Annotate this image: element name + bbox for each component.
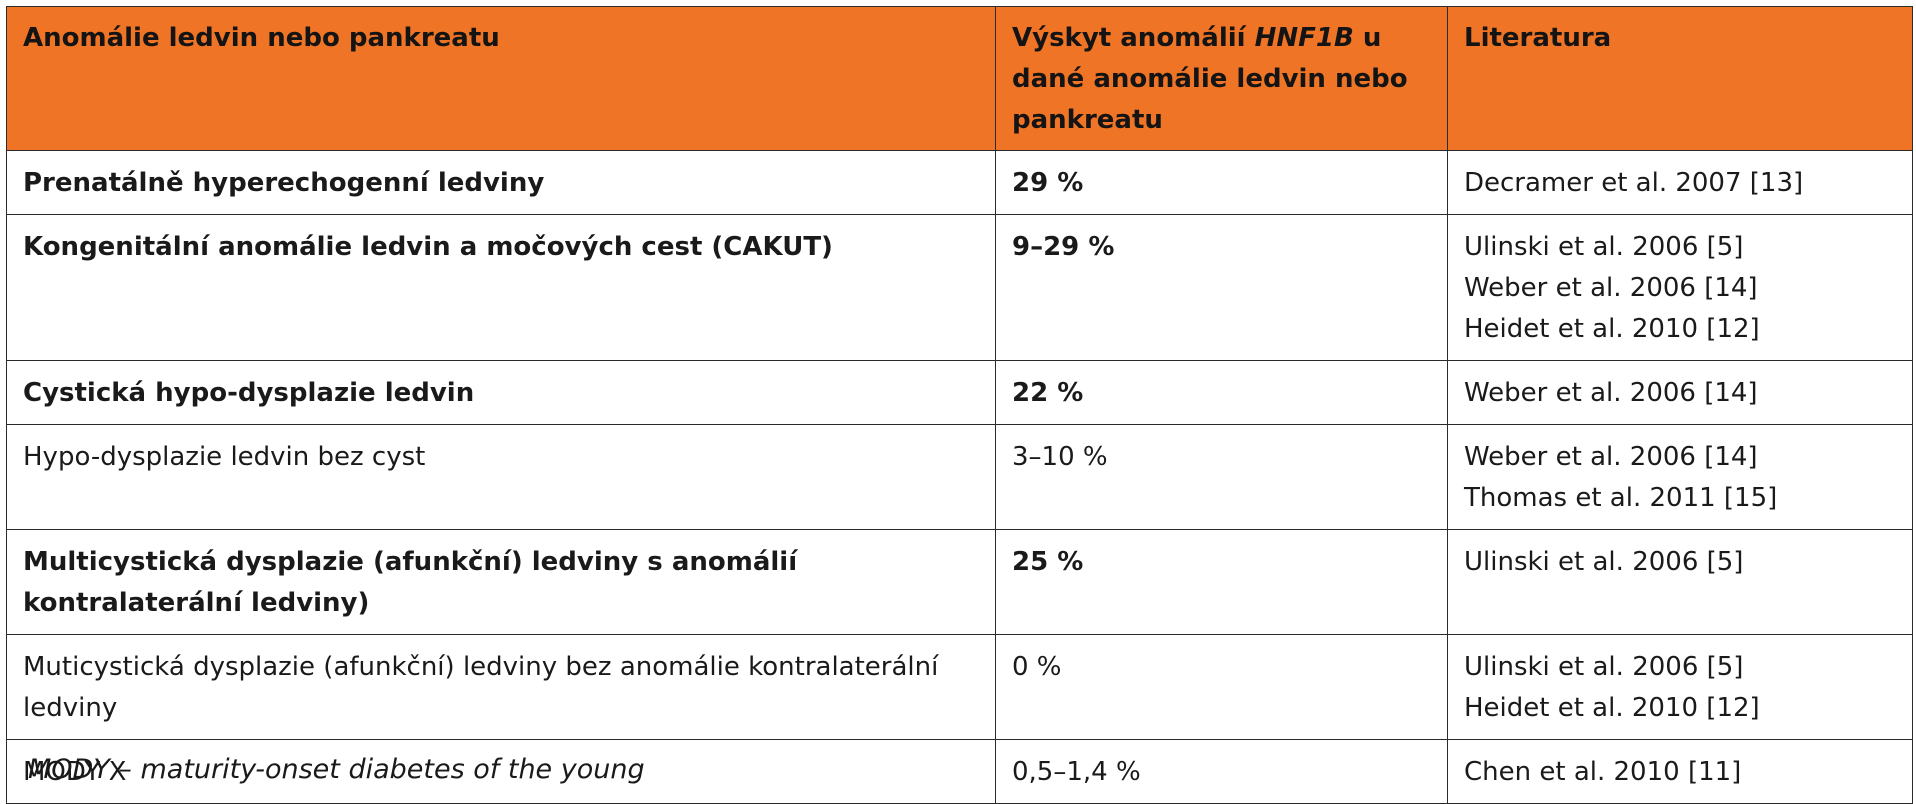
literature-cell: Chen et al. 2010 [11] [1447,739,1913,804]
reference-line: Ulinski et al. 2006 [5] [1464,652,1744,682]
literature-cell: Ulinski et al. 2006 [5] Weber et al. 200… [1447,214,1913,361]
reference-line: Heidet et al. 2010 [12] [1464,693,1760,723]
reference-line: Weber et al. 2006 [14] [1464,378,1758,408]
reference-line: Weber et al. 2006 [14] [1464,442,1758,472]
literature-cell: Weber et al. 2006 [14] [1447,360,1913,425]
reference-line: Decramer et al. 2007 [13] [1464,168,1804,198]
literature-cell: Ulinski et al. 2006 [5] Heidet et al. 20… [1447,634,1913,740]
header-frequency-gene: HNF1B [1254,23,1354,53]
table-row: Hypo-dysplazie ledvin bez cyst 3–10 % We… [6,424,1913,530]
table-footnote: MODY – maturity-onset diabetes of the yo… [28,754,645,785]
anomaly-cell: Hypo-dysplazie ledvin bez cyst [6,424,996,530]
anomaly-cell: Kongenitální anomálie ledvin a močových … [6,214,996,361]
literature-cell: Decramer et al. 2007 [13] [1447,150,1913,215]
literature-cell: Ulinski et al. 2006 [5] [1447,529,1913,635]
anomaly-cell: Multicystická dysplazie (afunkční) ledvi… [6,529,996,635]
frequency-cell: 9–29 % [995,214,1448,361]
table-row: Prenatálně hyperechogenní ledviny 29 % D… [6,150,1913,215]
frequency-cell: 22 % [995,360,1448,425]
table-row: Kongenitální anomálie ledvin a močových … [6,214,1913,361]
frequency-cell: 0 % [995,634,1448,740]
header-frequency-label-post: u dané anomálie ledvin nebo pankreatu [1012,23,1408,135]
anomaly-cell: Prenatálně hyperechogenní ledviny [6,150,996,215]
table-row: MODY X 0,5–1,4 % Chen et al. 2010 [11] [6,739,1913,804]
header-anomaly-label: Anomálie ledvin nebo pankreatu [23,23,500,53]
header-literature-label: Literatura [1464,23,1612,53]
anomaly-cell: Cystická hypo-dysplazie ledvin [6,360,996,425]
anomaly-table: Anomálie ledvin nebo pankreatu Výskyt an… [6,6,1913,804]
table-row: Muticystická dysplazie (afunkční) ledvin… [6,634,1913,740]
anomaly-table-container: Anomálie ledvin nebo pankreatu Výskyt an… [6,6,1913,804]
table-row: Cystická hypo-dysplazie ledvin 22 % Webe… [6,360,1913,425]
table-header-row: Anomálie ledvin nebo pankreatu Výskyt an… [6,6,1913,151]
reference-line: Thomas et al. 2011 [15] [1464,483,1778,513]
reference-line: Chen et al. 2010 [11] [1464,757,1742,787]
header-anomaly: Anomálie ledvin nebo pankreatu [6,6,996,151]
reference-line: Ulinski et al. 2006 [5] [1464,232,1744,262]
reference-line: Heidet et al. 2010 [12] [1464,314,1760,344]
header-frequency-label-pre: Výskyt anomálií [1012,23,1255,53]
header-frequency: Výskyt anomálií HNF1B u dané anomálie le… [995,6,1448,151]
table-body: Prenatálně hyperechogenní ledviny 29 % D… [6,150,1913,804]
frequency-cell: 29 % [995,150,1448,215]
anomaly-cell: Muticystická dysplazie (afunkční) ledvin… [6,634,996,740]
reference-line: Ulinski et al. 2006 [5] [1464,547,1744,577]
reference-line: Weber et al. 2006 [14] [1464,273,1758,303]
anomaly-cell: MODY X [6,739,996,804]
frequency-cell: 3–10 % [995,424,1448,530]
header-literature: Literatura [1447,6,1913,151]
frequency-cell: 25 % [995,529,1448,635]
table-row: Multicystická dysplazie (afunkční) ledvi… [6,529,1913,635]
literature-cell: Weber et al. 2006 [14] Thomas et al. 201… [1447,424,1913,530]
frequency-cell: 0,5–1,4 % [995,739,1448,804]
